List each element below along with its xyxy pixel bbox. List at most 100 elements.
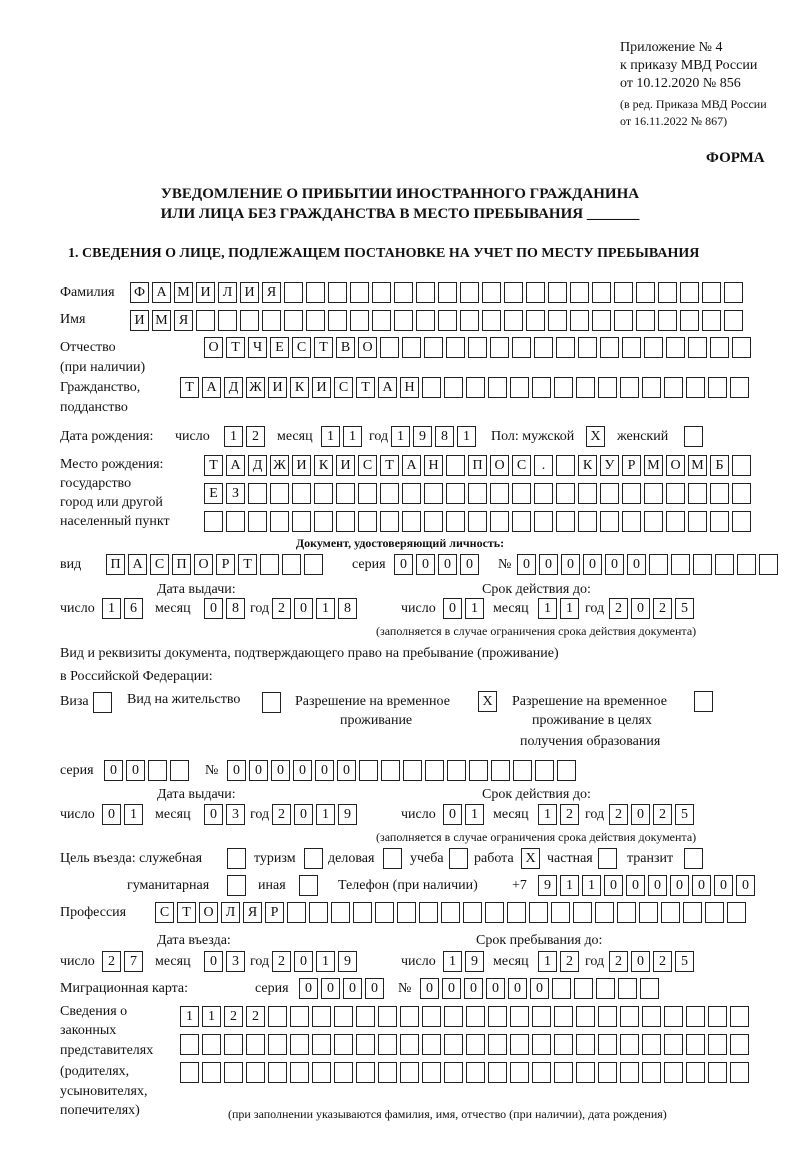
- char-cell[interactable]: .: [534, 455, 553, 476]
- char-cell[interactable]: [598, 377, 617, 398]
- char-cell[interactable]: [574, 978, 593, 999]
- char-cell[interactable]: Т: [238, 554, 257, 575]
- char-cell[interactable]: [282, 554, 301, 575]
- char-cell[interactable]: [204, 511, 223, 532]
- char-cell[interactable]: [444, 377, 463, 398]
- char-cell[interactable]: [314, 483, 333, 504]
- char-cell[interactable]: [378, 1034, 397, 1055]
- char-cell[interactable]: 1: [582, 875, 601, 896]
- char-cell[interactable]: [460, 282, 479, 303]
- char-cell[interactable]: 2: [609, 804, 628, 825]
- char-cell[interactable]: К: [290, 377, 309, 398]
- char-cell[interactable]: М: [152, 310, 171, 331]
- char-cell[interactable]: А: [128, 554, 147, 575]
- char-cell[interactable]: [532, 1062, 551, 1083]
- char-cell[interactable]: [570, 282, 589, 303]
- char-cell[interactable]: [488, 1062, 507, 1083]
- char-cell[interactable]: А: [378, 377, 397, 398]
- char-cell[interactable]: 0: [394, 554, 413, 575]
- char-cell[interactable]: [642, 377, 661, 398]
- char-cell[interactable]: [617, 902, 636, 923]
- char-cell[interactable]: 0: [294, 804, 313, 825]
- char-cell[interactable]: [658, 310, 677, 331]
- char-cell[interactable]: М: [688, 455, 707, 476]
- char-cell[interactable]: [170, 760, 189, 781]
- char-cell[interactable]: [378, 1062, 397, 1083]
- char-cell[interactable]: [490, 337, 509, 358]
- char-cell[interactable]: [284, 282, 303, 303]
- char-cell[interactable]: [218, 310, 237, 331]
- char-cell[interactable]: [403, 760, 422, 781]
- char-cell[interactable]: 0: [736, 875, 755, 896]
- char-cell[interactable]: [618, 978, 637, 999]
- char-cell[interactable]: [732, 511, 751, 532]
- char-cell[interactable]: 0: [365, 978, 384, 999]
- char-cell[interactable]: [358, 483, 377, 504]
- char-cell[interactable]: [510, 1006, 529, 1027]
- char-cell[interactable]: [460, 310, 479, 331]
- char-cell[interactable]: Ф: [130, 282, 149, 303]
- char-cell[interactable]: [424, 483, 443, 504]
- char-cell[interactable]: [548, 310, 567, 331]
- char-cell[interactable]: Я: [243, 902, 262, 923]
- char-cell[interactable]: 2: [653, 804, 672, 825]
- female-checkbox[interactable]: [684, 426, 703, 447]
- purpose-work-checkbox[interactable]: X: [521, 848, 540, 869]
- char-cell[interactable]: [661, 902, 680, 923]
- char-cell[interactable]: М: [644, 455, 663, 476]
- char-cell[interactable]: [688, 511, 707, 532]
- char-cell[interactable]: [306, 310, 325, 331]
- char-cell[interactable]: Л: [218, 282, 237, 303]
- char-cell[interactable]: [554, 1062, 573, 1083]
- char-cell[interactable]: 0: [670, 875, 689, 896]
- char-cell[interactable]: Ж: [246, 377, 265, 398]
- char-cell[interactable]: [490, 483, 509, 504]
- char-cell[interactable]: [444, 1062, 463, 1083]
- char-cell[interactable]: 0: [321, 978, 340, 999]
- char-cell[interactable]: Т: [177, 902, 196, 923]
- char-cell[interactable]: С: [150, 554, 169, 575]
- purpose-humanitarian-checkbox[interactable]: [227, 875, 246, 896]
- char-cell[interactable]: [556, 455, 575, 476]
- char-cell[interactable]: [702, 282, 721, 303]
- char-cell[interactable]: [620, 377, 639, 398]
- char-cell[interactable]: К: [314, 455, 333, 476]
- char-cell[interactable]: 0: [486, 978, 505, 999]
- char-cell[interactable]: [394, 282, 413, 303]
- char-cell[interactable]: 2: [272, 951, 291, 972]
- char-cell[interactable]: [331, 902, 350, 923]
- char-cell[interactable]: С: [292, 337, 311, 358]
- char-cell[interactable]: [447, 760, 466, 781]
- char-cell[interactable]: [688, 483, 707, 504]
- char-cell[interactable]: 1: [224, 426, 243, 447]
- char-cell[interactable]: [466, 1034, 485, 1055]
- char-cell[interactable]: 1: [316, 951, 335, 972]
- char-cell[interactable]: [446, 511, 465, 532]
- char-cell[interactable]: [730, 1034, 749, 1055]
- char-cell[interactable]: 0: [337, 760, 356, 781]
- char-cell[interactable]: [353, 902, 372, 923]
- char-cell[interactable]: [715, 554, 734, 575]
- char-cell[interactable]: 1: [102, 598, 121, 619]
- char-cell[interactable]: [664, 1034, 683, 1055]
- char-cell[interactable]: 0: [249, 760, 268, 781]
- char-cell[interactable]: [334, 1062, 353, 1083]
- char-cell[interactable]: [664, 377, 683, 398]
- char-cell[interactable]: [469, 760, 488, 781]
- char-cell[interactable]: [491, 760, 510, 781]
- char-cell[interactable]: [490, 511, 509, 532]
- char-cell[interactable]: [578, 483, 597, 504]
- char-cell[interactable]: [708, 1062, 727, 1083]
- char-cell[interactable]: Ч: [248, 337, 267, 358]
- char-cell[interactable]: 2: [272, 804, 291, 825]
- char-cell[interactable]: [680, 282, 699, 303]
